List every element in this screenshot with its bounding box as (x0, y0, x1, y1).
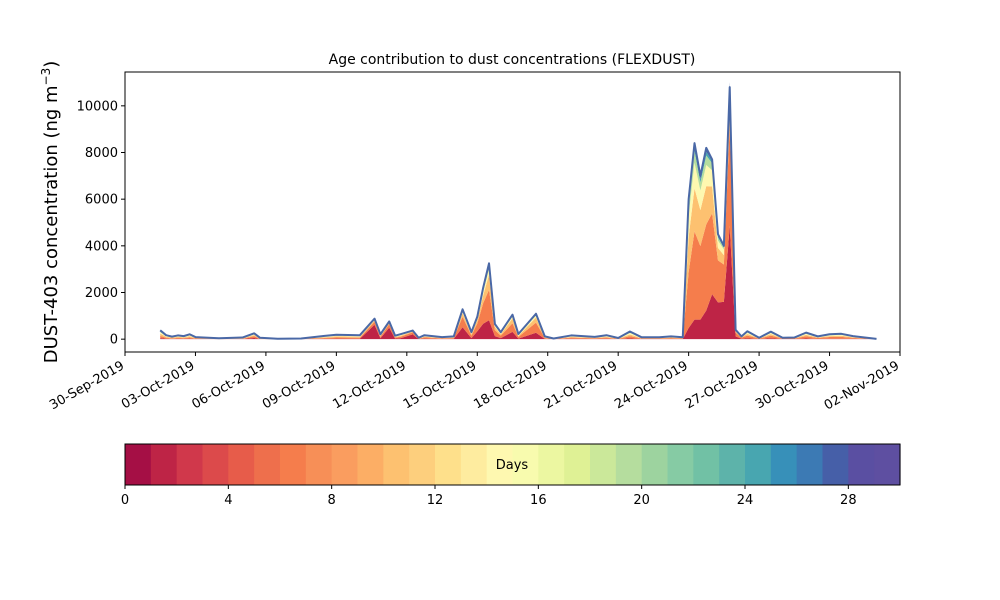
colorbar-tick-label: 16 (530, 493, 547, 508)
colorbar-segment (796, 444, 824, 485)
x-tick-label: 21-Oct-2019 (542, 358, 620, 412)
colorbar-segment (460, 444, 488, 485)
chart-title: Age contribution to dust concentrations … (329, 52, 696, 68)
colorbar-segment (357, 444, 384, 485)
colorbar-segment (590, 444, 617, 485)
colorbar-segment (745, 444, 772, 485)
y-tick-label: 2000 (85, 286, 118, 301)
colorbar-segment (176, 444, 204, 485)
colorbar-segment (538, 444, 565, 485)
area-series-2 (160, 104, 877, 340)
area-series-1 (160, 124, 877, 340)
colorbar-segment (874, 444, 901, 485)
colorbar-segment (770, 444, 798, 485)
area-series-3 (160, 92, 877, 340)
colorbar-segment (719, 444, 746, 485)
plot-frame (124, 71, 901, 353)
colorbar-segment (409, 444, 436, 485)
y-axis-label-close: ) (41, 61, 62, 68)
area-series-6 (160, 82, 877, 339)
colorbar-segment (150, 444, 178, 485)
colorbar-segment (848, 444, 875, 485)
x-tick-label: 03-Oct-2019 (119, 358, 197, 412)
total-line (159, 86, 877, 340)
colorbar-tick-label: 0 (121, 493, 129, 508)
x-tick-label: 30-Oct-2019 (753, 358, 831, 412)
colorbar-segment (125, 444, 152, 485)
y-axis: 0 2000 4000 6000 8000 10000 (77, 99, 125, 348)
x-tick-label: 24-Oct-2019 (612, 358, 690, 412)
colorbar: 0 4 8 12 16 20 24 28 (121, 443, 901, 508)
area-series-5 (160, 84, 877, 339)
colorbar-segment (822, 444, 849, 485)
x-tick-label: 02-Nov-2019 (822, 358, 902, 413)
area-series-0 (160, 225, 877, 340)
y-axis-label-main: DUST-403 concentration (ng m (41, 85, 62, 363)
colorbar-tick-label: 28 (840, 493, 857, 508)
colorbar-label: Days (496, 458, 529, 473)
x-tick-label: 18-Oct-2019 (471, 358, 549, 412)
y-tick-label: 0 (110, 333, 118, 348)
colorbar-segment (641, 444, 669, 485)
colorbar-segment (202, 444, 229, 485)
y-tick-label: 4000 (85, 239, 118, 254)
colorbar-tick-label: 24 (737, 493, 754, 508)
colorbar-segment (564, 444, 591, 485)
colorbar-frame (124, 443, 901, 486)
colorbar-segment (331, 444, 359, 485)
colorbar-segment (693, 444, 720, 485)
x-tick-label: 15-Oct-2019 (401, 358, 479, 412)
colorbar-segment (512, 444, 539, 485)
x-tick-label: 30-Sep-2019 (47, 358, 127, 413)
colorbar-segment (254, 444, 281, 485)
x-tick-label: 12-Oct-2019 (330, 358, 408, 412)
colorbar-tick-label: 8 (328, 493, 336, 508)
colorbar-segment (228, 444, 255, 485)
y-tick-label: 8000 (85, 146, 118, 161)
colorbar-segment (667, 444, 694, 485)
stacked-areas (159, 82, 877, 340)
colorbar-segment (305, 444, 333, 485)
colorbar-segment (280, 444, 307, 485)
colorbar-segment (615, 444, 643, 485)
x-tick-label: 09-Oct-2019 (260, 358, 338, 412)
area-series-4 (160, 87, 877, 339)
colorbar-tick-label: 20 (633, 493, 650, 508)
y-tick-label: 6000 (85, 193, 118, 208)
colorbar-segment (435, 444, 462, 485)
x-axis: 30-Sep-201903-Oct-201906-Oct-201909-Oct-… (47, 352, 902, 413)
colorbar-segment (383, 444, 410, 485)
y-tick-label: 10000 (77, 99, 118, 114)
colorbar-tick-label: 12 (427, 493, 444, 508)
y-axis-label: DUST-403 concentration (ng m−3) (39, 61, 62, 364)
colorbar-tick-label: 4 (224, 493, 232, 508)
x-tick-label: 06-Oct-2019 (190, 358, 268, 412)
svg-text:DUST-403 concentration (ng m−3: DUST-403 concentration (ng m−3) (39, 61, 62, 364)
x-tick-label: 27-Oct-2019 (683, 358, 761, 412)
colorbar-segment (486, 444, 514, 485)
y-axis-label-sup: −3 (39, 68, 53, 86)
